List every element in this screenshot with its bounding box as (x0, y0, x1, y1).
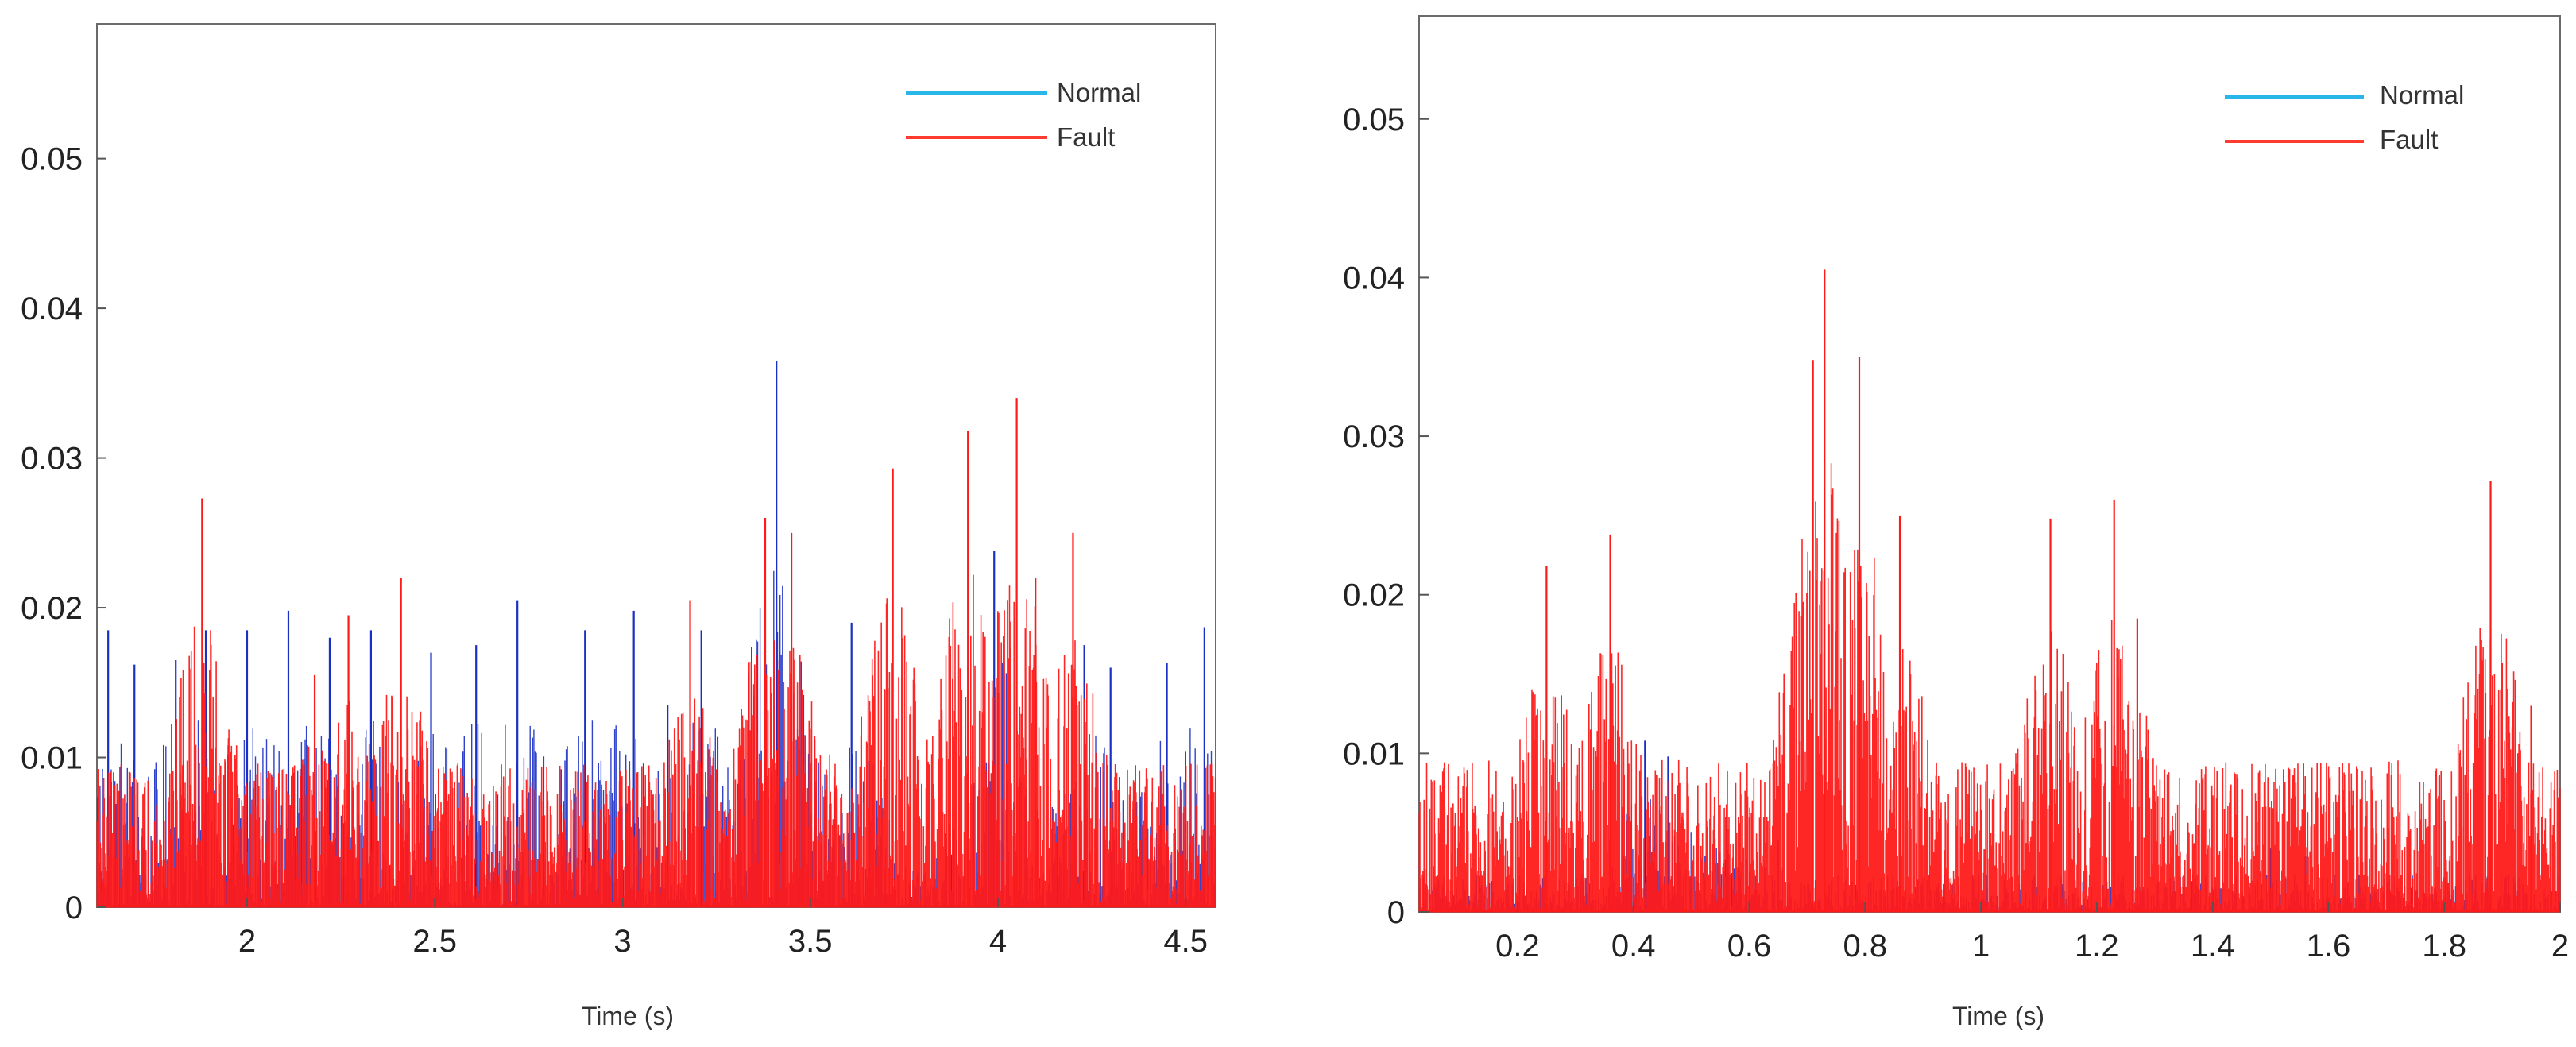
right-x-ticks: 0.2 0.4 0.6 0.8 1 1.2 1.4 1.6 1.8 2 (1495, 902, 2569, 964)
x-tick-label: 2 (238, 924, 256, 959)
right-legend: Normal Fault (2225, 80, 2464, 154)
y-tick-label: 0.03 (1343, 419, 1405, 454)
y-tick-label: 0.05 (1343, 102, 1405, 137)
y-tick-label: 0.03 (21, 442, 83, 477)
x-tick-label: 0.2 (1495, 929, 1540, 964)
x-tick-label: 0.4 (1611, 929, 1656, 964)
x-tick-label: 1.2 (2075, 929, 2119, 964)
left-series-fault (96, 398, 1216, 908)
y-tick-label: 0.04 (21, 292, 83, 326)
legend-normal-label: Normal (2380, 80, 2464, 110)
y-tick-label: 0.02 (21, 591, 83, 626)
right-plot-area (1418, 15, 2561, 913)
x-tick-label: 3.5 (788, 924, 833, 959)
y-tick-label: 0.04 (1343, 261, 1405, 296)
legend-fault-label: Fault (2380, 125, 2438, 154)
x-tick-label: 0.8 (1843, 929, 1887, 964)
left-x-ticks: 2 2.5 3 3.5 4 4.5 (238, 898, 1208, 959)
x-tick-label: 1 (1972, 929, 1990, 964)
left-legend: Normal Fault (906, 78, 1141, 152)
left-plot-area (96, 23, 1216, 908)
right-x-axis-label: Time (s) (1952, 1002, 2044, 1030)
x-tick-label: 1.8 (2422, 929, 2466, 964)
x-tick-label: 2 (2551, 929, 2569, 964)
x-tick-label: 4.5 (1163, 924, 1208, 959)
legend-fault-label: Fault (1057, 122, 1115, 152)
y-tick-label: 0.01 (21, 741, 83, 776)
left-y-ticks: 0 0.01 0.02 0.03 0.04 0.05 (21, 142, 106, 925)
y-tick-label: 0.05 (21, 142, 83, 177)
chart-right: 0 0.01 0.02 0.03 0.04 0.05 0.2 0.4 0.6 0.8 1 1.2 1.… (1343, 15, 2569, 1030)
x-tick-label: 4 (989, 924, 1007, 959)
left-x-axis-label: Time (s) (582, 1002, 674, 1030)
y-tick-label: 0 (1387, 895, 1405, 930)
y-tick-label: 0 (65, 891, 83, 925)
legend-normal-label: Normal (1057, 78, 1141, 107)
x-tick-label: 2.5 (412, 924, 457, 959)
x-tick-label: 1.4 (2191, 929, 2235, 964)
x-tick-label: 3 (613, 924, 631, 959)
right-series-fault (1418, 269, 2561, 913)
x-tick-label: 1.6 (2307, 929, 2351, 964)
chart-left: 0 0.01 0.02 0.03 0.04 0.05 2 2.5 3 3.5 4 4.5 Time … (21, 23, 1216, 1030)
x-tick-label: 0.6 (1727, 929, 1772, 964)
right-y-ticks: 0 0.01 0.02 0.03 0.04 0.05 (1343, 102, 1429, 930)
y-tick-label: 0.01 (1343, 736, 1405, 771)
y-tick-label: 0.02 (1343, 578, 1405, 613)
